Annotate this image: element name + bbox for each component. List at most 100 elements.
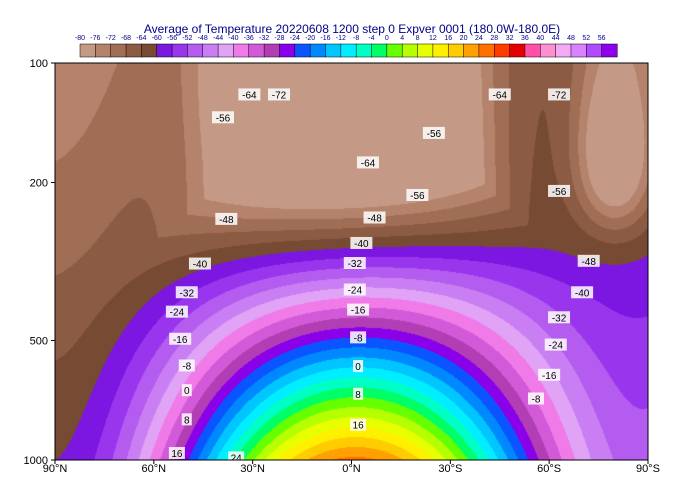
contour-label-text: -48 [581, 257, 596, 268]
contour-label-text: 0 [184, 386, 190, 397]
colorbar-tick-label: 36 [521, 35, 529, 42]
colorbar-swatch [202, 43, 219, 58]
contour-label-bg [577, 254, 600, 267]
contour-label-text: -64 [361, 158, 376, 169]
contour-label: 0 [181, 384, 192, 397]
colorbar-swatch [494, 43, 511, 58]
contour-label-bg [178, 359, 195, 372]
x-tick-label: 0°N [342, 463, 361, 475]
contour-label-bg [548, 184, 571, 197]
contour-label-bg [343, 283, 366, 296]
colorbar-swatch [371, 43, 388, 58]
contour-label: -64 [488, 88, 511, 101]
contour-label-text: -8 [532, 395, 541, 406]
contour-label-bg [169, 332, 192, 345]
contour-label: -16 [347, 303, 370, 317]
contour-label-text: -16 [542, 371, 557, 382]
colorbar-tick-label: 48 [567, 35, 575, 42]
contour-label: 16 [350, 418, 367, 432]
contour-label: -8 [527, 392, 544, 406]
contour-label-text: -8 [182, 361, 191, 372]
colorbar-tick-label: 44 [552, 35, 560, 42]
contour-label-text: -40 [575, 288, 590, 299]
contour-label: -8 [178, 359, 195, 372]
contour-labels: -56 -64 -72 -64 -72 -56 -64 -56 -48 -48 -40 -32 -40 -… [165, 88, 600, 460]
colorbar-swatch [233, 43, 250, 58]
colorbar-swatch [601, 43, 618, 58]
contour-label-bg [350, 331, 367, 344]
contour-label: -16 [169, 332, 192, 346]
colorbar-swatch [309, 43, 327, 58]
contour-label-text: 16 [353, 421, 365, 432]
colorbar-tick-label: -56 [167, 35, 177, 42]
colorbar-tick-label: -12 [336, 35, 346, 42]
contour-label-text: -56 [216, 113, 231, 124]
colorbar-tick-label: -76 [90, 35, 100, 42]
contour-label-bg [165, 305, 188, 318]
colorbar-swatch [125, 43, 142, 58]
contour-label-bg [544, 338, 567, 351]
colorbar-tick-label: 52 [582, 35, 590, 42]
contour-label-text: -16 [351, 306, 366, 317]
colorbar-swatch [478, 43, 495, 58]
contour-label-text: -56 [552, 187, 567, 198]
colorbar-tick-label: -16 [320, 35, 330, 42]
colorbar-tick-label: -60 [152, 35, 162, 42]
x-tick-label: 60°N [142, 463, 167, 475]
colorbar-swatch [110, 43, 127, 58]
contour-label-text: -40 [354, 239, 369, 250]
x-tick-label: 30°N [240, 463, 265, 475]
contour-label-bg [228, 451, 245, 460]
colorbar-tick-label: -52 [182, 35, 192, 42]
contour-label-text: -40 [193, 260, 208, 271]
colorbar-tick-label: -44 [213, 35, 223, 42]
colorbar-swatch [555, 43, 572, 58]
contour-label-bg [215, 212, 238, 225]
colorbar-swatch [463, 43, 480, 58]
contour-label-text: 0 [355, 362, 361, 373]
colorbar-tick-label: 0 [385, 35, 389, 42]
contour-label: -48 [363, 211, 386, 224]
colorbar-swatch [156, 43, 173, 58]
contour-label-bg [406, 188, 429, 201]
contour-label-text: -48 [219, 215, 234, 226]
x-tick-label: 30°S [438, 463, 462, 475]
contour-label-bg [538, 368, 561, 381]
contour-label-text: 8 [184, 415, 190, 426]
contour-label: 16 [168, 446, 185, 460]
contour-label-bg [527, 392, 544, 405]
contour-label-bg [350, 236, 373, 249]
colorbar-swatch [540, 43, 557, 58]
contour-label-text: -24 [549, 341, 564, 352]
contour-label-text: -56 [427, 129, 442, 140]
contour-label-text: -24 [348, 286, 363, 297]
contour-label: -56 [406, 188, 429, 202]
colorbar-swatch [386, 43, 403, 58]
contour-label: -40 [350, 236, 373, 250]
colorbar-swatch [279, 43, 296, 58]
colorbar-swatch [401, 43, 419, 58]
contour-label-text: 16 [171, 449, 183, 460]
colorbar-swatch [217, 43, 234, 58]
colorbar-swatch [248, 43, 265, 58]
colorbar-swatch [325, 43, 342, 58]
contour-label-bg [181, 413, 192, 426]
colorbar-tick-label: 40 [536, 35, 544, 42]
y-tick-label: 200 [30, 178, 48, 190]
contour-label-text: -64 [493, 90, 508, 101]
colorbar-swatch [171, 43, 188, 58]
colorbar-tick-label: -64 [136, 35, 146, 42]
contour-label-text: -72 [552, 90, 567, 101]
contour-label: 24 [228, 451, 245, 460]
contour-label-bg [175, 286, 198, 299]
contour-label: -24 [343, 283, 366, 297]
contour-label-bg [238, 88, 261, 101]
contour-label: -40 [188, 257, 211, 271]
colorbar-swatch [355, 43, 373, 58]
plot-area: -56 -64 -72 -64 -72 -56 -64 -56 -48 -48 -40 -32 -40 -… [55, 63, 648, 460]
colorbar-swatch [447, 43, 465, 58]
colorbar-tick-label: 32 [506, 35, 514, 42]
colorbar-swatch [95, 43, 112, 58]
colorbar-swatch [509, 43, 526, 58]
contour-label: -56 [548, 184, 571, 198]
